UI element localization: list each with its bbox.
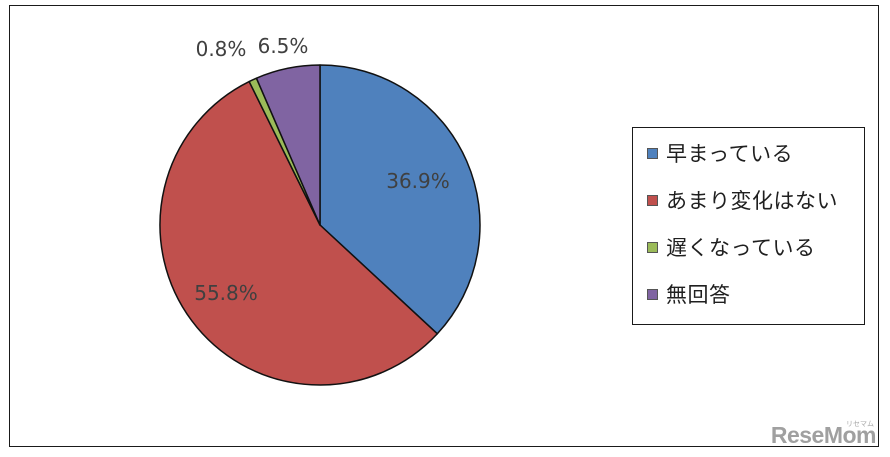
resemom-logo: ReseMom リセマム [770, 421, 877, 449]
watermark-text: ReseMom [770, 422, 877, 448]
legend-item-0: 早まっている [647, 138, 793, 168]
pie-slice-3 [255, 64, 321, 226]
chart-legend: 早まっている あまり変化はない 遅くなっている 無回答 [632, 127, 865, 325]
data-label-3: 6.5% [258, 34, 309, 58]
legend-swatch-0 [647, 147, 658, 159]
data-label-1: 55.8% [194, 281, 258, 305]
legend-swatch-3 [647, 288, 658, 300]
legend-label-2: 遅くなっている [666, 236, 816, 260]
legend-label-3: 無回答 [666, 283, 731, 307]
chart-frame [9, 5, 879, 447]
legend-swatch-1 [647, 194, 658, 206]
legend-item-3: 無回答 [647, 279, 731, 309]
legend-swatch-2 [647, 241, 658, 253]
pie-slice-0 [319, 64, 481, 335]
legend-item-1: あまり変化はない [647, 185, 838, 215]
legend-item-2: 遅くなっている [647, 232, 815, 262]
data-label-2: 0.8% [196, 37, 247, 61]
legend-label-0: 早まっている [666, 142, 794, 166]
data-label-0: 36.9% [386, 169, 450, 193]
watermark-small-text: リセマム [846, 421, 874, 428]
pie-slice-1 [159, 80, 439, 386]
legend-label-1: あまり変化はない [666, 189, 838, 213]
